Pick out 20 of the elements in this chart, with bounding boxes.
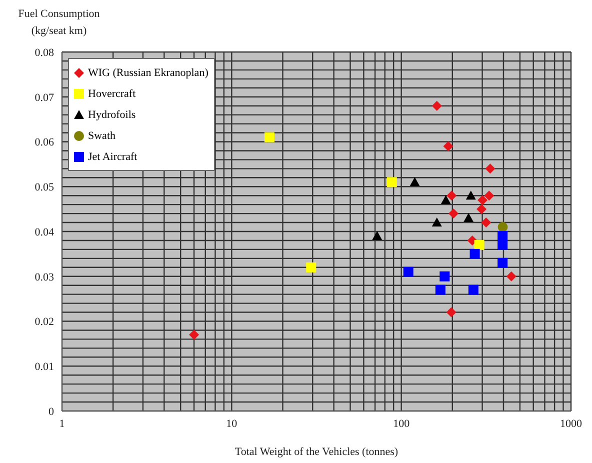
y-tick-label: 0 [48,406,54,418]
x-tick-label: 10 [226,418,238,430]
legend-label: Hydrofoils [88,108,136,120]
y-tick-label: 0.07 [34,92,54,104]
legend-label: Jet Aircraft [88,150,138,162]
y-tick-label: 0.06 [34,136,54,149]
legend-label: Hovercraft [88,88,136,100]
x-tick-label: 1000 [560,418,582,430]
y-tick-label: 0.04 [34,226,54,238]
legend-label: Swath [88,130,116,142]
x-tick-label: 1 [59,418,65,430]
legend-label: WIG (Russian Ekranoplan) [88,66,208,78]
y-axis-title: Fuel Consumption (kg/seat km) [17,7,101,39]
y-tick-label: 0.03 [34,271,54,284]
x-tick-label: 100 [393,418,410,430]
y-tick-label: 0.05 [34,182,54,194]
y-tick-label: 0.02 [34,316,54,328]
y-tick-label: 0.01 [34,361,54,374]
x-axis-title: Total Weight of the Vehicles (tonnes) [234,446,398,458]
y-tick-label: 0.08 [34,46,54,59]
